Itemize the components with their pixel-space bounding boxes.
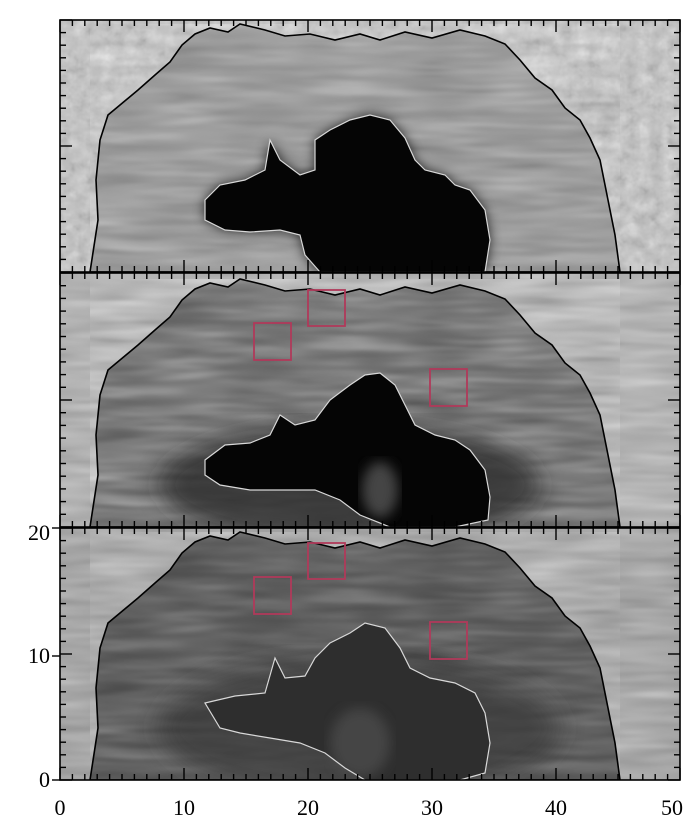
x-tick-label: 0 <box>55 795 66 820</box>
axis-ticks <box>52 19 681 781</box>
box-3 <box>429 368 468 407</box>
y-tick-label: 20 <box>28 520 50 545</box>
panel-2 <box>60 273 680 527</box>
box-1 <box>253 322 292 361</box>
y-tick-label: 0 <box>39 767 50 792</box>
x-tick-label: 30 <box>421 795 443 820</box>
box-2 <box>307 289 346 327</box>
x-tick-label: 10 <box>173 795 195 820</box>
panel-3-boxes <box>253 542 468 660</box>
x-tick-label: 40 <box>545 795 567 820</box>
panel-2-boxes <box>253 289 468 407</box>
panel-3 <box>60 528 680 780</box>
y-tick-labels: 0 10 20 <box>28 520 50 792</box>
y-tick-label: 10 <box>28 643 50 668</box>
box-2 <box>307 542 346 580</box>
box-3 <box>429 621 468 660</box>
x-tick-label: 50 <box>661 795 683 820</box>
box-1 <box>253 576 292 615</box>
x-tick-label: 20 <box>297 795 319 820</box>
panel-1 <box>60 20 680 272</box>
x-tick-labels: 0 10 20 30 40 50 <box>55 795 684 820</box>
